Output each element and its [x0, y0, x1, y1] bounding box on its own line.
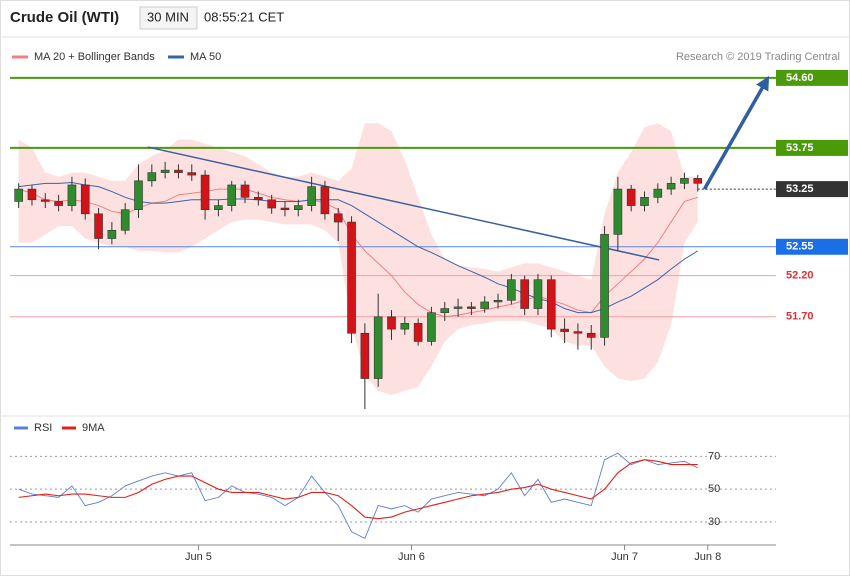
level-box — [776, 139, 848, 156]
level-label: 52.55 — [786, 241, 814, 253]
time: 08:55:21 CET — [204, 9, 284, 24]
candle-body — [600, 234, 609, 338]
level-label: 53.75 — [786, 142, 814, 154]
candle-body — [427, 312, 436, 342]
legend-label: MA 50 — [190, 51, 221, 63]
x-tick-label: Jun 5 — [185, 551, 212, 563]
candle-body — [467, 306, 476, 309]
candle-body — [27, 188, 37, 201]
candle-body — [586, 332, 596, 338]
candle-body — [520, 279, 529, 309]
x-tick-label: Jun 8 — [694, 551, 721, 563]
legend-label: MA 20 + Bollinger Bands — [34, 51, 155, 63]
candle-body — [613, 188, 623, 235]
candle-body — [14, 188, 23, 202]
bollinger-band — [18, 123, 698, 396]
level-label: 51.70 — [786, 311, 814, 323]
trend-line — [147, 146, 660, 261]
candle-body — [174, 169, 183, 173]
level-label: 53.25 — [786, 183, 814, 195]
level-label: 54.60 — [786, 72, 814, 84]
rsi-line — [18, 452, 698, 539]
candle-body — [560, 328, 569, 332]
moving-average — [18, 188, 698, 318]
candle-body — [546, 279, 556, 330]
candle-body — [413, 323, 423, 342]
candle-body — [360, 332, 370, 379]
candle-body — [160, 169, 170, 173]
level-label: 52.20 — [786, 269, 814, 281]
trend-line — [702, 75, 770, 190]
candle-body — [640, 197, 649, 206]
candle-body — [240, 184, 250, 198]
candle-body — [493, 299, 503, 303]
interval: 30 MIN — [147, 9, 189, 24]
candle-body — [400, 323, 410, 330]
interval-box — [139, 6, 198, 30]
credit: Research © 2019 Trading Central — [676, 51, 840, 63]
candle-body — [134, 180, 143, 210]
moving-average — [18, 181, 699, 314]
candle-body — [533, 279, 543, 309]
candle-body — [653, 188, 663, 198]
level-box — [776, 181, 848, 198]
level-box — [776, 238, 848, 255]
candle-body — [107, 229, 117, 239]
level-box — [776, 69, 848, 86]
candle-body — [214, 205, 223, 210]
candle-body — [666, 183, 676, 190]
candle-body — [507, 279, 516, 301]
candle-body — [120, 209, 130, 231]
candle-body — [200, 174, 210, 210]
candle-body — [440, 308, 450, 313]
candle-body — [67, 184, 77, 206]
y-tick-label: 70 — [708, 450, 720, 462]
candle-body — [680, 178, 689, 184]
candle-body — [573, 331, 583, 334]
x-tick-label: Jun 6 — [398, 551, 425, 563]
candle-body — [40, 199, 50, 202]
title: Crude Oil (WTI) — [10, 9, 119, 26]
candle-body — [54, 201, 63, 206]
x-tick-label: Jun 7 — [611, 551, 638, 563]
candle-body — [693, 178, 703, 184]
y-tick-label: 30 — [708, 516, 720, 528]
candle-body — [373, 316, 383, 379]
candle-body — [280, 207, 290, 210]
rsi-line — [18, 459, 698, 520]
candle-body — [333, 213, 343, 223]
candle-body — [480, 301, 490, 309]
candle-body — [347, 221, 356, 334]
candle-body — [267, 199, 276, 209]
candle-body — [320, 186, 330, 215]
candle-body — [227, 184, 237, 206]
candle-body — [387, 316, 396, 330]
candle-body — [626, 188, 636, 206]
candle-body — [94, 213, 103, 239]
candle-body — [80, 184, 90, 215]
candle-body — [187, 172, 197, 176]
candle-body — [254, 197, 263, 201]
y-tick-label: 50 — [708, 483, 720, 495]
legend-label: 9MA — [82, 422, 105, 434]
candle-body — [147, 172, 157, 182]
candle-body — [307, 186, 316, 206]
legend-label: RSI — [34, 422, 52, 434]
candle-body — [453, 306, 463, 309]
candle-body — [293, 205, 303, 210]
